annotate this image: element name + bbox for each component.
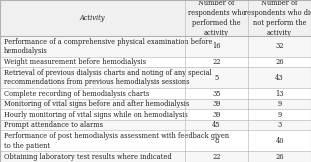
Text: 22: 22 <box>212 153 221 161</box>
Text: 35: 35 <box>212 90 221 98</box>
Text: Hourly monitoring of vital signs while on hemodialysis: Hourly monitoring of vital signs while o… <box>4 111 188 119</box>
Text: 16: 16 <box>212 42 221 50</box>
Bar <box>0 67 311 88</box>
Text: 39: 39 <box>212 100 221 108</box>
Text: Monitoring of vital signs before and after hemodialysis: Monitoring of vital signs before and aft… <box>4 100 189 108</box>
Text: Number of
respondents who did
not perform the
activity: Number of respondents who did not perfor… <box>244 0 311 36</box>
Text: 32: 32 <box>275 42 284 50</box>
Text: 26: 26 <box>275 153 284 161</box>
Bar <box>0 151 311 162</box>
Bar <box>0 0 311 36</box>
Text: Activity: Activity <box>80 14 105 22</box>
Text: 26: 26 <box>275 58 284 66</box>
Bar <box>0 120 311 130</box>
Text: Obtaining laboratory test results where indicated: Obtaining laboratory test results where … <box>4 153 171 161</box>
Bar <box>0 36 311 57</box>
Bar <box>0 130 311 151</box>
Text: Prompt attendance to alarms: Prompt attendance to alarms <box>4 121 103 129</box>
Text: 13: 13 <box>275 90 284 98</box>
Bar <box>0 88 311 99</box>
Text: Performance of post hemodialysis assessment with feedback given
to the patient: Performance of post hemodialysis assessm… <box>4 132 229 150</box>
Text: 43: 43 <box>275 74 284 82</box>
Text: 3: 3 <box>277 121 282 129</box>
Text: 40: 40 <box>275 137 284 145</box>
Bar <box>0 99 311 109</box>
Text: Complete recording of hemodialysis charts: Complete recording of hemodialysis chart… <box>4 90 149 98</box>
Text: 45: 45 <box>212 121 221 129</box>
Text: 9: 9 <box>277 100 282 108</box>
Text: 5: 5 <box>214 74 219 82</box>
Text: 8: 8 <box>214 137 219 145</box>
Text: Number of
respondents who
performed the
activity: Number of respondents who performed the … <box>188 0 245 36</box>
Text: Weight measurement before hemodialysis: Weight measurement before hemodialysis <box>4 58 146 66</box>
Bar <box>0 109 311 120</box>
Text: Performance of a comprehensive physical examination before
hemodialysis: Performance of a comprehensive physical … <box>4 38 212 55</box>
Text: 22: 22 <box>212 58 221 66</box>
Text: 9: 9 <box>277 111 282 119</box>
Text: Retrieval of previous dialysis charts and noting of any special
recommendations : Retrieval of previous dialysis charts an… <box>4 69 211 86</box>
Text: 39: 39 <box>212 111 221 119</box>
Bar <box>0 57 311 67</box>
